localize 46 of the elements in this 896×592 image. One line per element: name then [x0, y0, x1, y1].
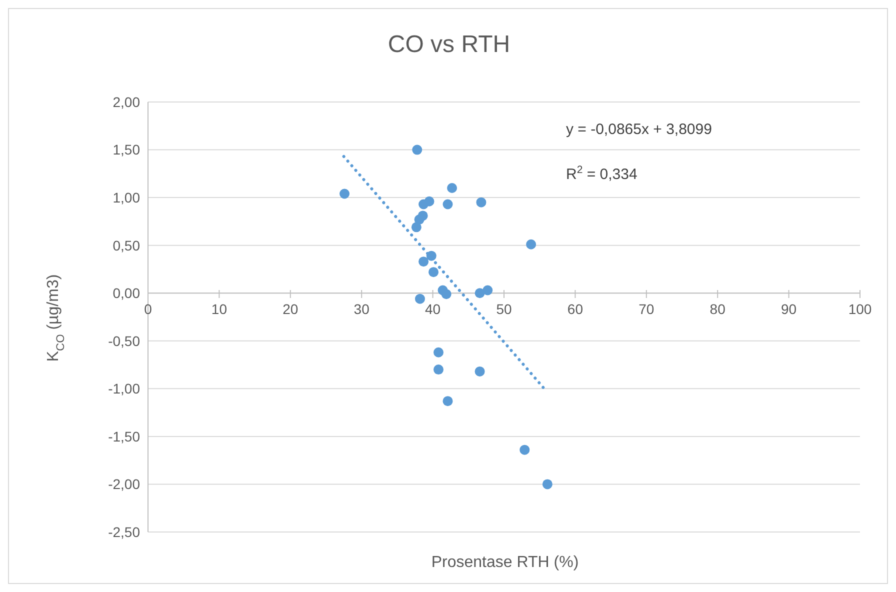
point [476, 197, 486, 208]
annotation: y = -0,0865x + 3,8099 [566, 121, 712, 138]
point [474, 366, 485, 376]
point [526, 239, 536, 250]
point [340, 188, 350, 199]
point [426, 250, 436, 261]
point [542, 479, 552, 490]
y-tick-label: 0,50 [112, 237, 140, 254]
point [442, 396, 453, 406]
y-tick-label: -0,50 [108, 332, 140, 349]
x-tick-label: 0 [144, 301, 152, 317]
point [414, 294, 425, 304]
y-tick-label: -1,00 [108, 380, 140, 397]
point [520, 444, 530, 455]
point [411, 222, 422, 232]
y-tick-label: 1,50 [112, 142, 140, 158]
x-tick-label: 100 [848, 301, 872, 317]
point [447, 183, 458, 193]
x-tick-label: 30 [354, 301, 370, 317]
point [424, 196, 434, 206]
x-tick-label: 80 [710, 301, 726, 317]
x-tick-label: 50 [496, 301, 512, 317]
x-tick-label: 40 [425, 301, 441, 317]
point [418, 256, 429, 267]
y-tick-label: 0,00 [112, 285, 140, 302]
x-tick-label: 60 [567, 301, 584, 317]
point [482, 285, 493, 296]
y-tick-label: -2,50 [108, 524, 140, 540]
point [433, 347, 444, 358]
point [428, 267, 439, 278]
point [442, 199, 453, 210]
y-tick-label: 2,00 [112, 94, 140, 110]
point [433, 364, 444, 375]
point [474, 288, 485, 298]
y-tick-label: -1,50 [108, 428, 140, 444]
y-tick-label: 1,00 [112, 190, 140, 206]
x-tick-label: 70 [638, 301, 654, 317]
x-tick-label: 20 [282, 301, 298, 317]
x-tick-label: 10 [211, 301, 228, 317]
y-tick-label: -2,00 [108, 476, 140, 492]
point [412, 144, 422, 155]
x-tick-label: 90 [781, 301, 797, 317]
chart-title: CO vs RTH [386, 31, 512, 59]
point [441, 289, 452, 300]
annotation: R$^{2}$ = 0,334 [566, 164, 638, 183]
x-axis-title: Prosentase RTH (%) [431, 554, 579, 571]
